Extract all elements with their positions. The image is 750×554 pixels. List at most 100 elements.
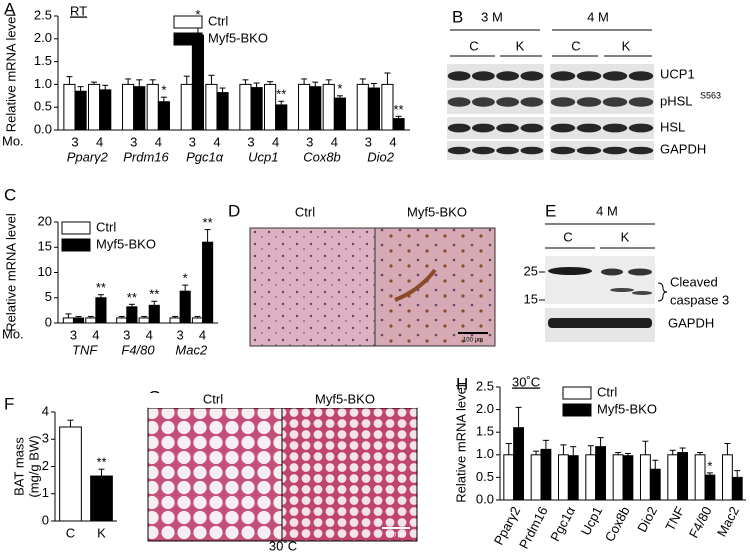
- x-tick-label: TNF: [662, 504, 687, 533]
- band: [548, 267, 592, 275]
- image-label: Ctrl: [203, 391, 223, 406]
- legend-swatch: [61, 238, 91, 252]
- condition-label: 30˚C: [269, 538, 297, 553]
- image: [374, 227, 496, 347]
- bar: [239, 83, 252, 131]
- x-tick-label: 4: [92, 327, 99, 342]
- band: [632, 291, 652, 295]
- group-label: TNF: [72, 342, 98, 357]
- bar: [356, 83, 369, 131]
- bar: [275, 104, 288, 131]
- x-tick-label: C: [66, 525, 75, 540]
- blot: [447, 117, 544, 139]
- y-tick-label: 1.0: [34, 76, 52, 91]
- bar: [250, 87, 263, 131]
- bar: [116, 317, 128, 324]
- legend-swatch: [562, 386, 592, 400]
- band: [548, 318, 652, 328]
- legend-swatch: [562, 403, 592, 417]
- bar: [138, 317, 150, 324]
- bar: [503, 454, 515, 501]
- y-tick-label: 3: [42, 431, 49, 446]
- bar: [557, 454, 569, 501]
- bar: [191, 317, 204, 324]
- image-label: Ctrl: [295, 204, 315, 219]
- x-tick-label: 4: [272, 134, 279, 149]
- bar: [622, 455, 634, 501]
- y-tick-label: 2.0: [34, 30, 52, 45]
- bar: [667, 454, 679, 501]
- x-tick-label: 3: [71, 134, 78, 149]
- band: [471, 123, 495, 133]
- x-prefix: Mo.: [2, 326, 24, 341]
- bar: [179, 290, 191, 324]
- band: [496, 123, 520, 133]
- band-label: Cleaved: [670, 274, 718, 289]
- x-tick-label: Pgc1α: [547, 504, 578, 544]
- band-label: caspase 3: [670, 292, 729, 307]
- x-tick-label: 4: [96, 134, 103, 149]
- age-label: 4 M: [587, 9, 609, 24]
- bar: [216, 92, 229, 131]
- band: [496, 71, 520, 81]
- bar: [322, 83, 335, 131]
- legend-swatch: [173, 32, 203, 46]
- y-axis-label: Relative mRNA level: [3, 213, 18, 332]
- group-label: Pparγ2: [67, 149, 109, 164]
- bar: [122, 83, 135, 131]
- group-label: F4/80: [121, 342, 155, 357]
- significance: *: [337, 81, 342, 96]
- bar: [721, 454, 733, 501]
- bar: [169, 317, 181, 324]
- y-tick-label: 2.5: [34, 7, 52, 22]
- band: [610, 288, 634, 292]
- bar: [74, 90, 87, 131]
- x-prefix: Mo.: [2, 133, 24, 148]
- group-label: Dio2: [367, 149, 395, 164]
- legend-label: Myf5-BKO: [208, 30, 268, 45]
- y-tick-label: 20: [38, 213, 52, 228]
- x-tick-label: Cox8b: [602, 504, 633, 544]
- bar: [88, 83, 101, 131]
- western-blot-e: 4 M C K 25 15 Cleaved caspase 3 GAPDH: [524, 203, 729, 342]
- bar: [540, 448, 552, 501]
- bar: [191, 34, 204, 131]
- x-tick-label: 3: [177, 327, 184, 342]
- legend-label: Ctrl: [96, 219, 116, 234]
- y-tick-label: 2.5: [476, 378, 494, 393]
- band: [628, 146, 654, 155]
- bar: [85, 317, 97, 324]
- bar: [392, 118, 405, 131]
- bar: [513, 427, 525, 501]
- significance: *: [183, 271, 188, 286]
- bar: [157, 101, 170, 131]
- band: [520, 71, 544, 81]
- bar: [264, 83, 277, 131]
- band: [576, 123, 602, 133]
- band-label: HSL: [660, 119, 685, 134]
- x-tick-label: Ucp1: [578, 504, 605, 538]
- histology-d: Ctrl Myf5-BKO 100 μm: [249, 204, 496, 347]
- significance: **: [276, 87, 286, 102]
- image-label: Myf5-BKO: [407, 204, 467, 219]
- x-tick-label: 4: [199, 327, 206, 342]
- panel-label: D: [228, 201, 240, 220]
- x-tick-label: 3: [247, 134, 254, 149]
- band: [550, 146, 576, 155]
- bar: [381, 83, 394, 131]
- band: [447, 71, 471, 81]
- western-blot-b: 3 M 4 M C K C K UCP1 pHSL S563 HSL GAPDH: [447, 9, 721, 160]
- bar: [298, 83, 311, 131]
- bar: [649, 468, 661, 501]
- lane-label: K: [621, 229, 630, 244]
- band: [601, 268, 623, 276]
- blot-strips: [447, 64, 654, 160]
- significance: **: [149, 287, 159, 302]
- bar: [95, 297, 107, 324]
- group-label: Ucp1: [248, 149, 278, 164]
- significance: **: [393, 102, 403, 117]
- y-axis-label: (mg/g BW): [26, 435, 41, 497]
- marker-label: 25: [524, 263, 538, 278]
- image: [147, 407, 283, 542]
- significance: *: [707, 458, 712, 473]
